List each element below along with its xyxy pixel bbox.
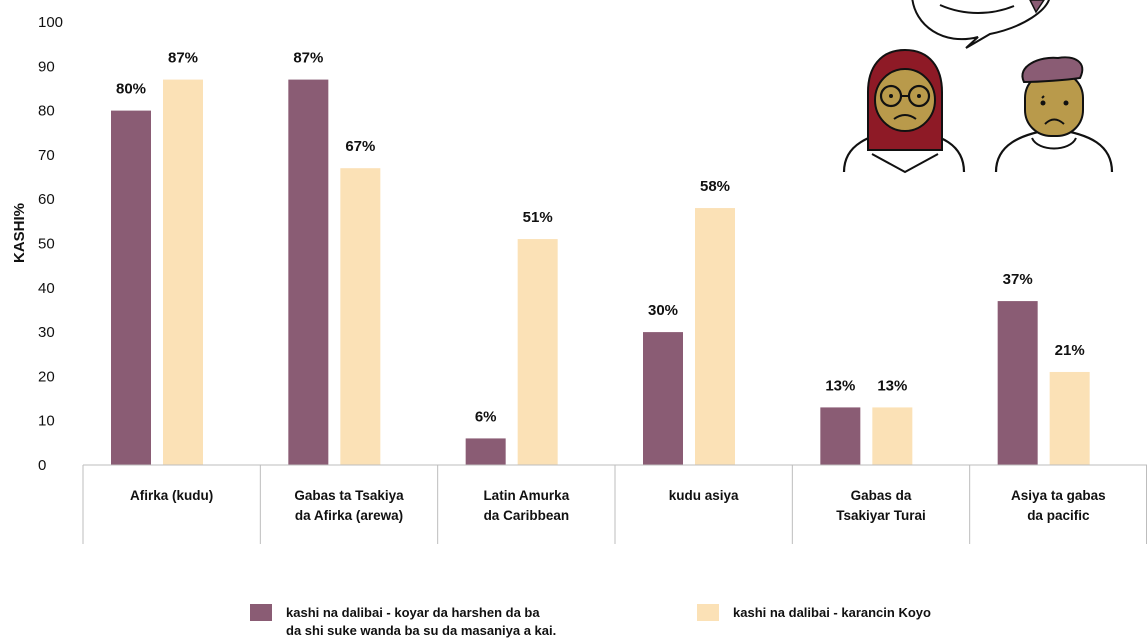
bar-series-1: [288, 79, 329, 465]
x-category-label: da pacific: [1027, 508, 1090, 523]
data-label-series-1: 6%: [475, 408, 497, 425]
y-axis: 0 10 20 30 40 50 60 70 80 90 100: [38, 14, 63, 474]
bar-series-1: [111, 110, 151, 465]
data-label-series-2: 67%: [345, 138, 375, 155]
x-category-label: kudu asiya: [669, 488, 739, 503]
y-tick-label: 100: [38, 14, 63, 31]
data-label-series-2: 51%: [523, 209, 553, 226]
bar-series-2: [340, 168, 381, 465]
legend-swatch-series-2: [697, 604, 719, 621]
x-axis: Afirka (kudu) Gabas ta Tsakiya da Afirka (…: [82, 464, 1147, 544]
y-tick-label: 60: [38, 191, 55, 208]
data-label-series-1: 80%: [116, 81, 146, 98]
data-label-series-2: 21%: [1055, 342, 1085, 359]
legend-swatch-series-1: [250, 604, 272, 621]
data-labels: 80% 87% 6% 30% 13% 37% 87% 67% 51% 58% 13% 21%: [116, 50, 1085, 426]
bar-chart: 0 10 20 30 40 50 60 70 80 90 100 80% 87% 6% 30% 13% 37%…: [11, 0, 1147, 544]
bar-series-2: [695, 208, 735, 465]
bar-series-2: [1049, 371, 1090, 465]
data-label-series-1: 30%: [648, 302, 678, 319]
y-tick-label: 30: [38, 324, 55, 341]
x-category-label: Gabas ta Tsakiya: [294, 488, 404, 503]
x-category-label: Asiya ta gabas: [1011, 488, 1106, 503]
legend-label-series-1-line-1: kashi na dalibai - koyar da harshen da b…: [286, 605, 540, 620]
legend-label-series-2: kashi na dalibai - karancin Koyo: [733, 605, 931, 620]
y-tick-label: 40: [38, 280, 55, 297]
y-tick-label: 70: [38, 147, 55, 164]
x-category-label: da Caribbean: [484, 508, 570, 523]
bar-series-1: [820, 407, 861, 465]
y-tick-label: 0: [38, 457, 46, 474]
legend-item-series-2: kashi na dalibai - karancin Koyo: [697, 604, 1063, 622]
y-tick-label: 20: [38, 368, 55, 385]
bar-series-2: [517, 239, 558, 465]
data-label-series-1: 37%: [1003, 271, 1033, 288]
woman-headscarf-sad-icon: [842, 48, 966, 174]
legend-item-series-1: kashi na dalibai - koyar da harshen da b…: [250, 604, 616, 640]
bar-series-1: [997, 301, 1038, 465]
y-tick-label: 90: [38, 58, 55, 75]
data-label-series-2: 13%: [877, 377, 907, 394]
data-label-series-1: 13%: [825, 377, 855, 394]
data-label-series-2: 58%: [700, 178, 730, 195]
bars: [111, 79, 1090, 465]
x-category-label: Gabas da: [851, 488, 912, 503]
bar-series-2: [163, 79, 203, 465]
y-tick-label: 80: [38, 103, 55, 120]
y-tick-label: 10: [38, 413, 55, 430]
y-axis-label: KASHI%: [11, 203, 28, 263]
x-category-label: da Afirka (arewa): [295, 508, 403, 523]
bar-series-1: [643, 332, 683, 465]
x-category-label: Afirka (kudu): [130, 488, 213, 503]
data-label-series-1: 87%: [293, 50, 323, 67]
bar-series-2: [872, 407, 913, 465]
man-cap-sad-icon: [994, 56, 1114, 173]
data-label-series-2: 87%: [168, 50, 198, 67]
x-category-label: Latin Amurka: [483, 488, 569, 503]
speech-bubble-icon: [911, 0, 1050, 49]
x-category-label: Tsakiyar Turai: [836, 508, 926, 523]
legend-label-series-1-line-2: da shi suke wanda ba su da masaniya a ka…: [286, 623, 557, 638]
bar-series-1: [465, 438, 506, 465]
y-tick-label: 50: [38, 236, 55, 253]
